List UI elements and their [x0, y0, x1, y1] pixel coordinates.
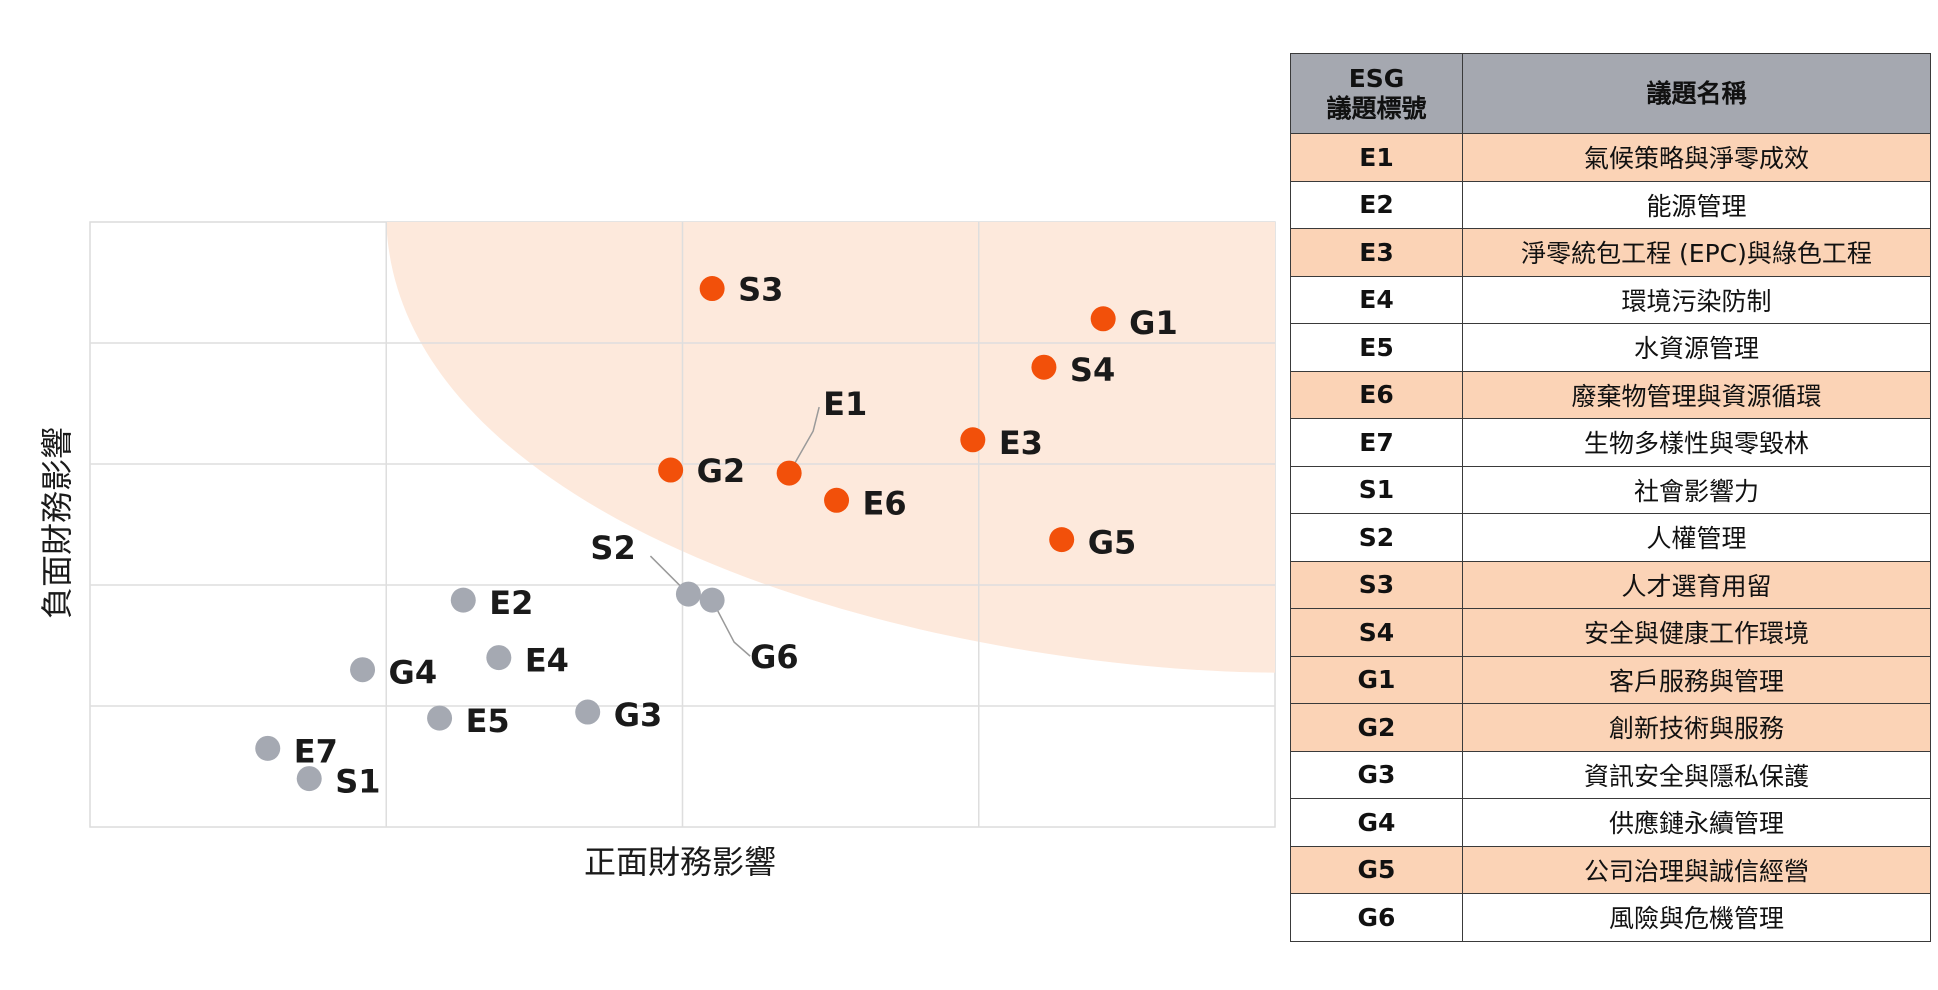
topic-code: G1	[1290, 655, 1463, 704]
material-zone	[386, 222, 1275, 673]
topic-code: G2	[1290, 703, 1463, 752]
table-row: G4 供應鏈永續管理	[1290, 798, 1931, 847]
topic-name: 社會影響力	[1462, 465, 1931, 514]
data-point-e7	[255, 735, 281, 761]
table-row: G5 公司治理與誠信經營	[1290, 845, 1931, 894]
topic-code: E5	[1290, 323, 1463, 372]
data-label-s4: S4	[1070, 351, 1115, 389]
data-point-e1	[776, 460, 802, 486]
topic-code: S2	[1290, 513, 1463, 562]
topic-name: 人才選育用留	[1462, 560, 1931, 609]
data-point-e4	[486, 645, 512, 671]
data-label-e1: E1	[823, 385, 867, 423]
topic-code: S4	[1290, 608, 1463, 657]
data-point-g5	[1049, 527, 1075, 553]
data-label-s2: S2	[590, 529, 635, 567]
data-point-s1	[296, 766, 322, 792]
data-label-s1: S1	[335, 763, 380, 801]
table-row: S1 社會影響力	[1290, 465, 1931, 514]
table-row: E5 水資源管理	[1290, 323, 1931, 372]
data-label-g4: G4	[389, 654, 438, 692]
y-axis-label: 負面財務影響	[38, 427, 76, 619]
data-point-g1	[1090, 306, 1116, 332]
table-row: E3 淨零統包工程 (EPC)與綠色工程	[1290, 228, 1931, 277]
data-point-g3	[575, 699, 601, 725]
topic-code: G3	[1290, 750, 1463, 799]
data-point-s3	[699, 276, 725, 302]
topic-name: 能源管理	[1462, 180, 1931, 229]
topic-name: 創新技術與服務	[1462, 703, 1931, 752]
data-label-e5: E5	[466, 702, 510, 740]
topic-code: E6	[1290, 370, 1463, 419]
esg-topic-table: ESG 議題標號 議題名稱 E1 氣候策略與淨零成效 E2 能源管理 E3 淨零統包工程 (…	[1290, 53, 1931, 942]
table-row: E1 氣候策略與淨零成效	[1290, 133, 1931, 182]
topic-name: 人權管理	[1462, 513, 1931, 562]
table-row: G3 資訊安全與隱私保護	[1290, 750, 1931, 799]
data-point-e5	[427, 705, 453, 731]
topic-code: S3	[1290, 560, 1463, 609]
data-label-g1: G1	[1129, 304, 1178, 342]
topic-name: 客戶服務與管理	[1462, 655, 1931, 704]
leader-line-e1	[788, 406, 820, 474]
topic-name: 風險與危機管理	[1462, 893, 1931, 942]
table-header-row: ESG 議題標號 議題名稱	[1290, 53, 1931, 134]
table-row: G1 客戶服務與管理	[1290, 655, 1931, 704]
table-row: E2 能源管理	[1290, 180, 1931, 229]
x-axis-label: 正面財務影響	[584, 843, 776, 881]
table-row: E7 生物多樣性與零毀林	[1290, 418, 1931, 467]
topic-code: E7	[1290, 418, 1463, 467]
data-point-g6	[699, 587, 725, 613]
data-label-g2: G2	[697, 452, 746, 490]
data-point-s2	[675, 581, 701, 607]
table-row: G6 風險與危機管理	[1290, 893, 1931, 942]
data-label-e6: E6	[863, 484, 907, 522]
header-name: 議題名稱	[1462, 53, 1931, 134]
data-point-g2	[658, 457, 684, 483]
data-label-e2: E2	[489, 584, 533, 622]
topic-name: 廢棄物管理與資源循環	[1462, 370, 1931, 419]
topic-code: E4	[1290, 275, 1463, 324]
header-code-line: ESG	[1348, 63, 1405, 93]
topic-name: 環境污染防制	[1462, 275, 1931, 324]
topic-name: 安全與健康工作環境	[1462, 608, 1931, 657]
topic-name: 氣候策略與淨零成效	[1462, 133, 1931, 182]
data-label-g6: G6	[750, 638, 799, 676]
table-row: E6 廢棄物管理與資源循環	[1290, 370, 1931, 419]
data-point-g4	[350, 657, 376, 683]
table-row: S2 人權管理	[1290, 513, 1931, 562]
topic-name: 資訊安全與隱私保護	[1462, 750, 1931, 799]
topic-name: 水資源管理	[1462, 323, 1931, 372]
topic-name: 供應鏈永續管理	[1462, 798, 1931, 847]
topic-code: S1	[1290, 465, 1463, 514]
data-point-e3	[960, 427, 986, 453]
topic-name: 生物多樣性與零毀林	[1462, 418, 1931, 467]
table-row: E4 環境污染防制	[1290, 275, 1931, 324]
header-code-line: 議題標號	[1326, 93, 1427, 123]
topic-code: G4	[1290, 798, 1463, 847]
topic-code: G5	[1290, 845, 1463, 894]
data-point-s4	[1031, 354, 1057, 380]
data-point-e2	[450, 587, 476, 613]
data-label-g5: G5	[1088, 524, 1137, 562]
leader-line-g6	[711, 599, 751, 657]
table-row: G2 創新技術與服務	[1290, 703, 1931, 752]
topic-code: E1	[1290, 133, 1463, 182]
data-label-e7: E7	[294, 732, 338, 770]
data-label-e3: E3	[999, 424, 1043, 462]
topic-name: 公司治理與誠信經營	[1462, 845, 1931, 894]
topic-code: E2	[1290, 180, 1463, 229]
header-code: ESG 議題標號	[1290, 53, 1463, 134]
table-row: S4 安全與健康工作環境	[1290, 608, 1931, 657]
table-row: S3 人才選育用留	[1290, 560, 1931, 609]
material-zone-area	[386, 222, 1275, 673]
topic-code: E3	[1290, 228, 1463, 277]
data-point-e6	[824, 487, 850, 513]
data-label-g3: G3	[614, 696, 663, 734]
topic-name: 淨零統包工程 (EPC)與綠色工程	[1462, 228, 1931, 277]
topic-code: G6	[1290, 893, 1463, 942]
data-label-s3: S3	[738, 271, 783, 309]
data-label-e4: E4	[525, 642, 569, 680]
